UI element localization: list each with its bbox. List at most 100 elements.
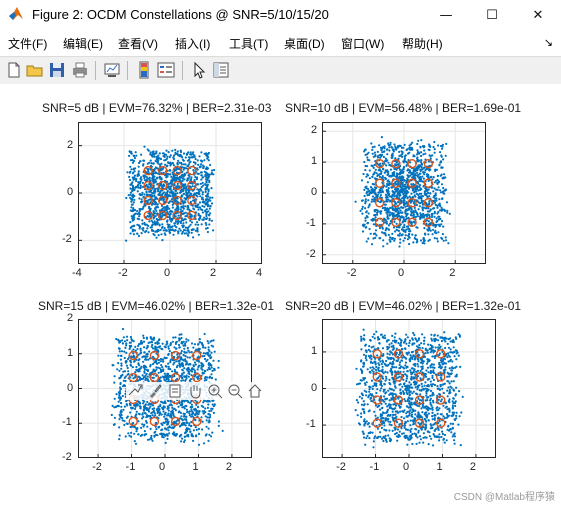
property-inspector-icon[interactable] — [211, 60, 231, 80]
symbol-point — [454, 349, 457, 352]
symbol-point — [363, 188, 366, 191]
symbol-point — [455, 386, 458, 389]
edit-plot-arrow-icon[interactable] — [189, 60, 209, 80]
symbol-point — [157, 342, 160, 345]
menu-file[interactable]: 文件(F) — [8, 37, 48, 51]
symbol-point — [142, 205, 145, 209]
symbol-point — [190, 415, 193, 418]
symbol-point — [163, 356, 166, 359]
symbol-point — [405, 412, 408, 415]
symbol-point — [165, 157, 169, 160]
symbol-point — [418, 172, 422, 175]
symbol-point — [191, 412, 194, 415]
symbol-point — [436, 240, 439, 243]
symbol-point — [129, 363, 132, 367]
symbol-point — [418, 441, 421, 444]
symbol-point — [455, 373, 458, 376]
symbol-point — [213, 350, 216, 353]
symbol-point — [143, 405, 146, 408]
menu-desktop[interactable]: 桌面(D) — [284, 37, 325, 51]
symbol-point — [190, 214, 193, 217]
link-plot-icon[interactable] — [102, 60, 122, 80]
open-file-icon[interactable] — [25, 60, 45, 80]
symbol-point — [403, 194, 406, 197]
symbol-point — [392, 208, 395, 211]
symbol-point — [380, 155, 383, 158]
symbol-point — [208, 217, 211, 220]
scatter-plot-snr20[interactable] — [322, 319, 496, 458]
close-button[interactable]: ✕ — [515, 0, 561, 30]
symbol-point — [419, 214, 422, 217]
symbol-point — [172, 363, 175, 366]
symbol-point — [205, 198, 208, 201]
reference-point — [374, 217, 385, 227]
menu-overflow-icon[interactable]: ↘ — [543, 36, 553, 49]
symbol-point — [159, 368, 163, 371]
symbol-point — [171, 149, 174, 152]
symbol-point — [383, 424, 386, 427]
insert-legend-icon[interactable] — [156, 60, 176, 80]
symbol-point — [173, 432, 176, 436]
insert-colorbar-icon[interactable] — [134, 60, 154, 80]
symbol-point — [404, 205, 407, 208]
symbol-point — [155, 374, 158, 377]
symbol-point — [162, 407, 165, 410]
save-icon[interactable] — [47, 60, 67, 80]
symbol-point — [387, 187, 390, 190]
symbol-point — [438, 343, 441, 346]
symbol-point — [409, 424, 412, 427]
symbol-point — [418, 179, 421, 182]
symbol-point — [125, 360, 128, 363]
symbol-point — [158, 223, 161, 226]
symbol-point — [182, 359, 185, 362]
symbol-point — [128, 175, 131, 178]
symbol-point — [361, 212, 364, 215]
menu-window[interactable]: 窗口(W) — [341, 37, 385, 51]
symbol-point — [182, 222, 185, 225]
minimize-button[interactable]: — — [423, 0, 469, 30]
symbol-point — [440, 361, 443, 364]
symbol-point — [439, 161, 442, 164]
symbol-point — [168, 214, 171, 217]
symbol-point — [389, 168, 393, 171]
symbol-point — [438, 164, 441, 167]
maximize-button[interactable]: ☐ — [469, 0, 515, 30]
symbol-point — [418, 435, 422, 438]
symbol-point — [408, 412, 411, 415]
symbol-point — [206, 368, 209, 371]
reference-point — [192, 350, 202, 361]
symbol-point — [441, 359, 445, 362]
menu-insert[interactable]: 插入(I) — [175, 37, 211, 51]
symbol-point — [182, 152, 186, 155]
symbol-point — [201, 181, 204, 184]
symbol-point — [426, 191, 430, 195]
symbol-point — [139, 208, 142, 211]
print-icon[interactable] — [70, 60, 90, 80]
new-figure-icon[interactable] — [4, 60, 24, 80]
symbol-point — [157, 405, 160, 408]
scatter-plot-snr5[interactable] — [78, 122, 262, 264]
symbol-point — [212, 229, 215, 232]
symbol-point — [207, 159, 210, 162]
symbol-point — [113, 406, 116, 409]
menu-edit[interactable]: 编辑(E) — [63, 37, 103, 51]
symbol-point — [148, 193, 151, 196]
symbol-point — [424, 193, 427, 196]
symbol-point — [442, 415, 445, 418]
symbol-point — [151, 224, 154, 227]
symbol-point — [161, 348, 164, 351]
symbol-point — [389, 200, 392, 203]
scatter-plot-snr10[interactable] — [322, 122, 486, 264]
symbol-point — [147, 170, 150, 173]
symbol-point — [394, 404, 398, 407]
menu-view[interactable]: 查看(V) — [118, 37, 158, 51]
menu-tools[interactable]: 工具(T) — [229, 37, 269, 51]
symbol-point — [425, 173, 429, 176]
symbol-point — [196, 368, 199, 371]
symbol-point — [371, 335, 374, 338]
symbol-point — [435, 168, 438, 171]
symbol-point — [189, 160, 192, 163]
symbol-point — [435, 158, 438, 161]
symbol-point — [199, 195, 202, 198]
menu-help[interactable]: 帮助(H) — [402, 37, 443, 51]
